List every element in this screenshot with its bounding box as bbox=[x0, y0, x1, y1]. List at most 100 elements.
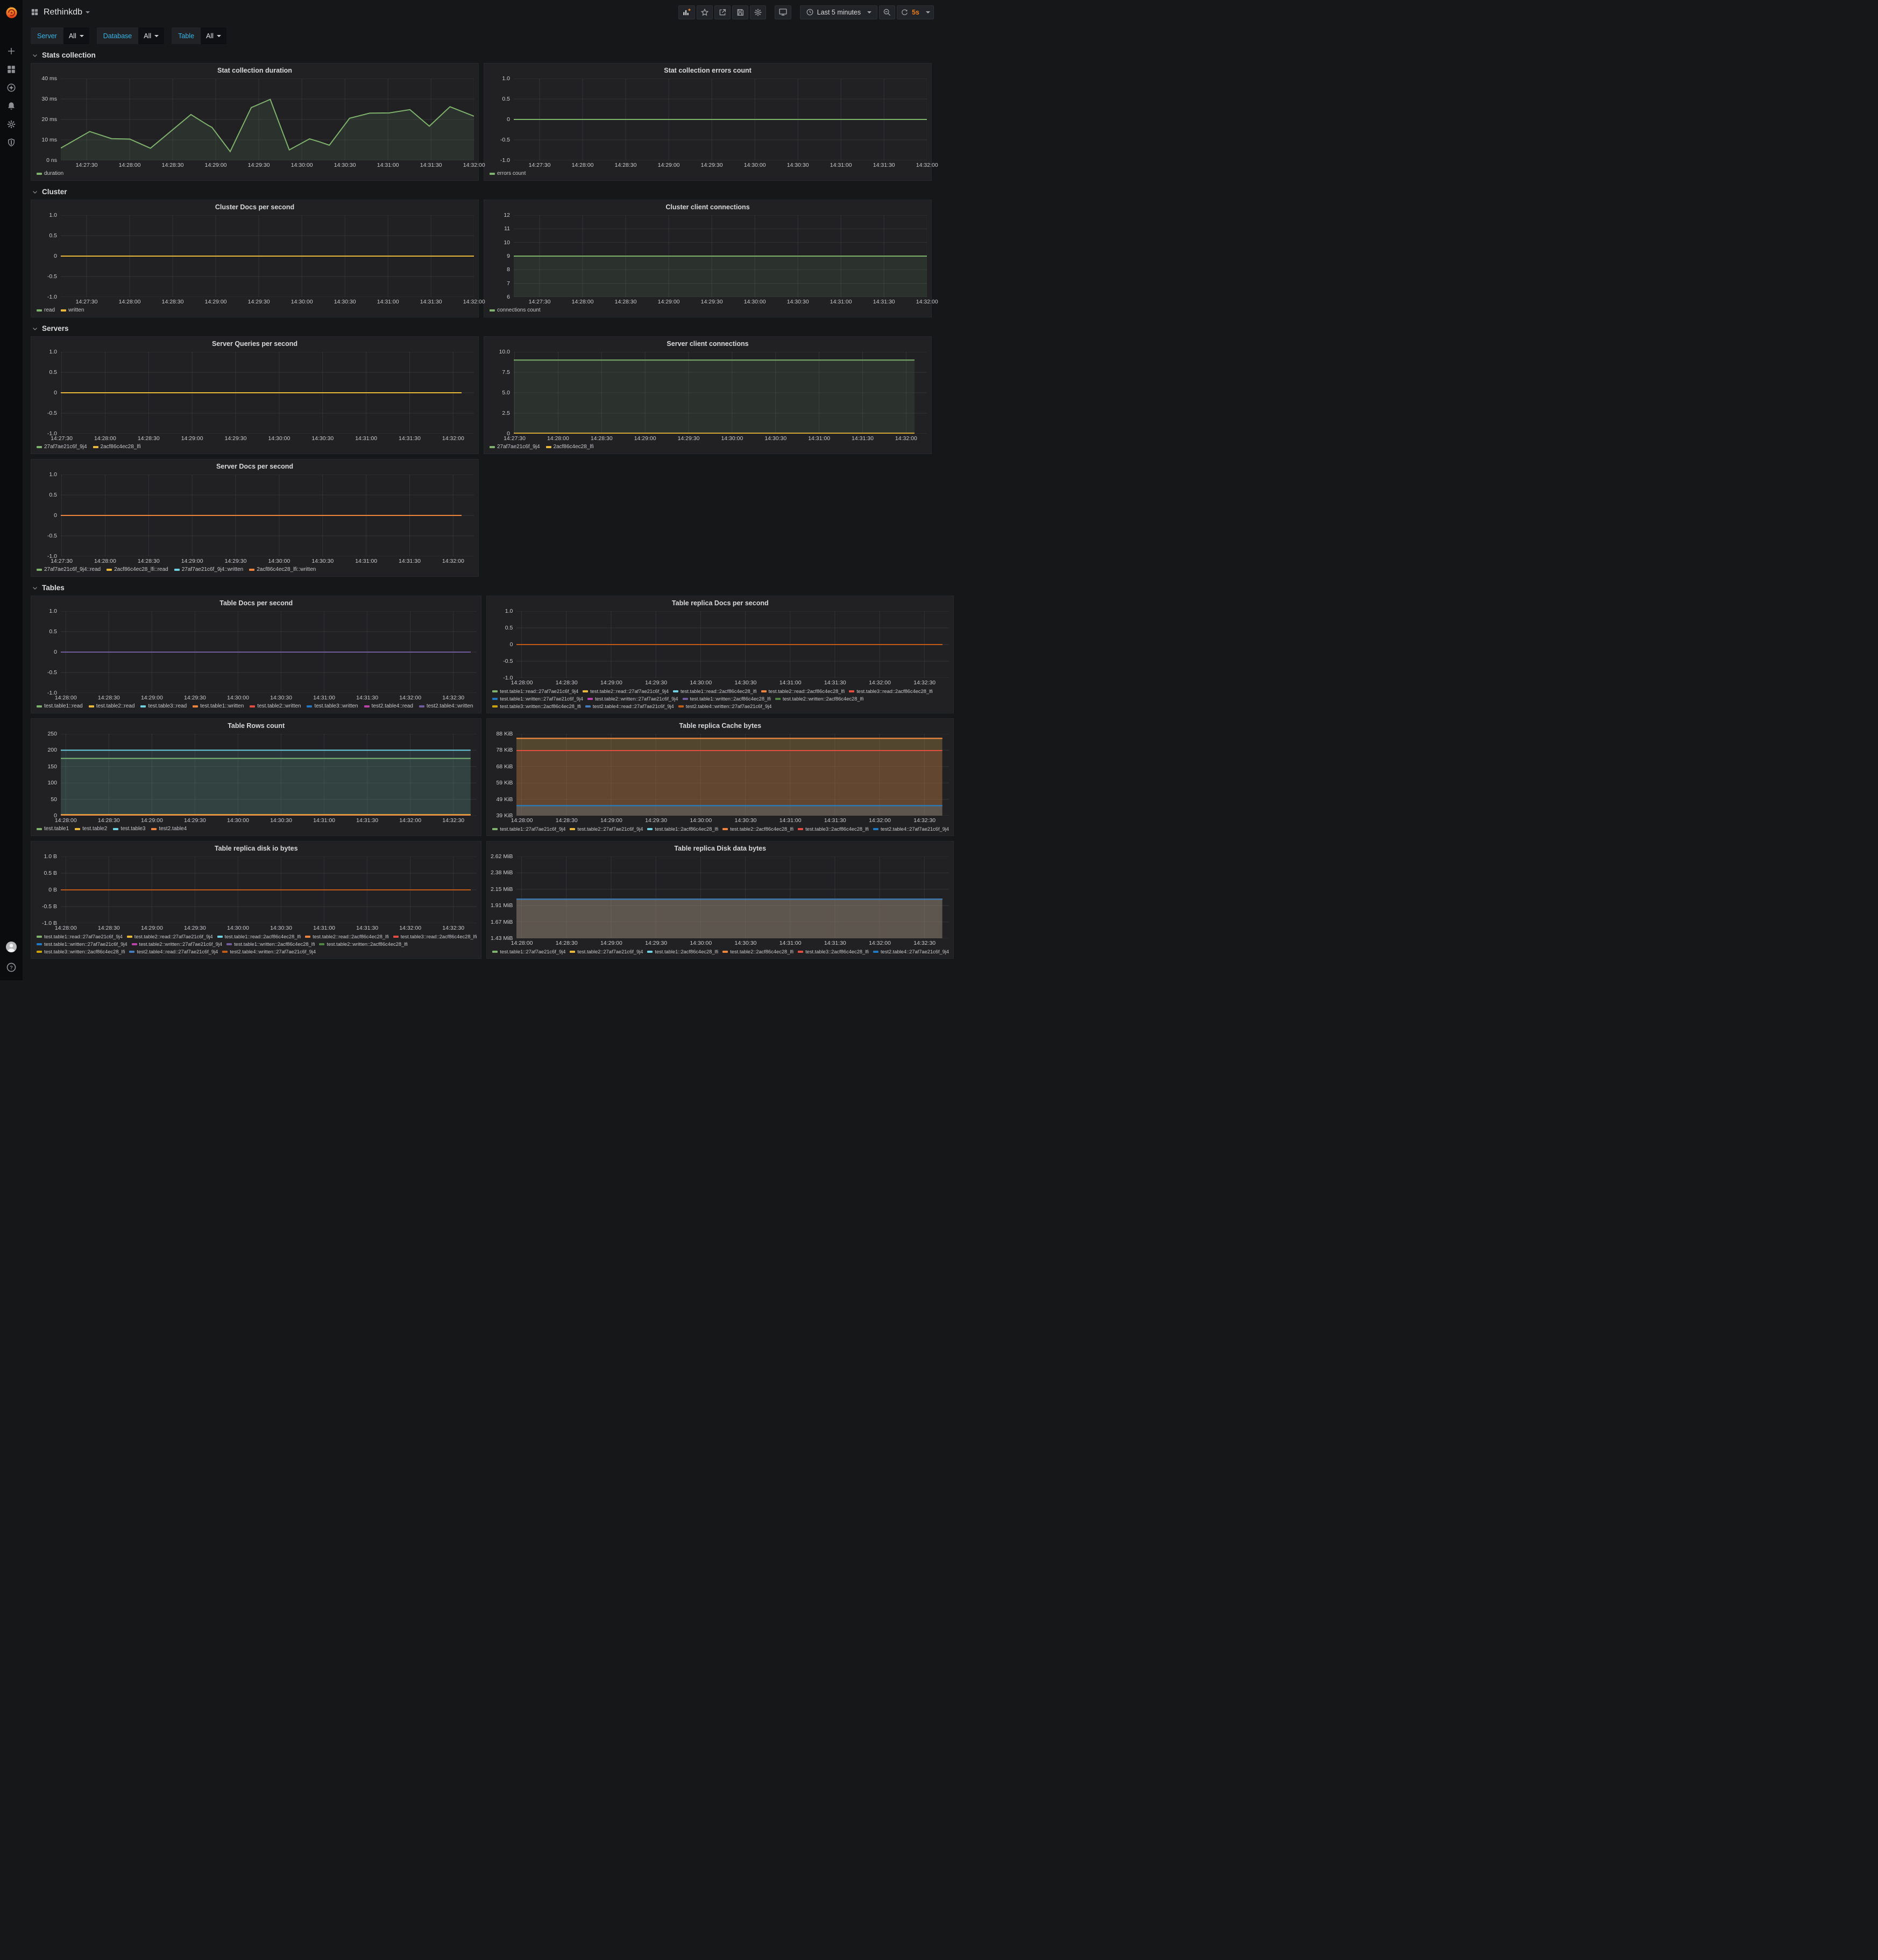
panel-title[interactable]: Table Docs per second bbox=[219, 599, 293, 607]
legend-item[interactable]: test.table1::written::2acf86c4ec28_lfi bbox=[682, 695, 771, 703]
time-range-picker[interactable]: Last 5 minutes bbox=[799, 5, 878, 19]
legend-item[interactable]: test.table2::written::27af7ae21c6f_9j4 bbox=[587, 695, 678, 703]
server-admin-shield-icon[interactable] bbox=[5, 137, 17, 148]
legend-item[interactable]: test.table3::read::2acf86c4ec28_lfi bbox=[393, 933, 477, 940]
refresh-button[interactable]: 5s bbox=[897, 5, 934, 19]
legend-item[interactable]: test.table2::read::2acf86c4ec28_lfi bbox=[305, 933, 389, 940]
legend-item[interactable]: test2.table4::27af7ae21c6f_9j4 bbox=[873, 825, 949, 833]
panel-title[interactable]: Table replica Cache bytes bbox=[679, 722, 762, 730]
plot-area[interactable] bbox=[61, 734, 477, 816]
legend-item[interactable]: test.table2::read::27af7ae21c6f_9j4 bbox=[126, 933, 213, 940]
legend-item[interactable]: test.table2::read::2acf86c4ec28_lfi bbox=[761, 688, 845, 695]
section-header-servers[interactable]: Servers bbox=[32, 324, 932, 332]
plot-area[interactable] bbox=[61, 475, 474, 556]
panel-title[interactable]: Stat collection errors count bbox=[664, 67, 752, 74]
legend-item[interactable]: test.table3::written::2acf86c4ec28_lfi bbox=[37, 948, 125, 956]
legend-item[interactable]: test.table2::2acf86c4ec28_lfi bbox=[722, 948, 793, 956]
legend-item[interactable]: duration bbox=[37, 170, 63, 178]
title-caret-icon[interactable] bbox=[86, 11, 90, 13]
legend-item[interactable]: 27af7ae21c6f_9j4::written bbox=[174, 566, 243, 574]
share-dashboard-button[interactable] bbox=[714, 5, 731, 19]
legend-item[interactable]: 2acf86c4ec28_lfi bbox=[545, 443, 594, 451]
plot-area[interactable] bbox=[516, 857, 949, 938]
legend-item[interactable]: test.table2 bbox=[75, 825, 107, 833]
legend-item[interactable]: test2.table4::written::27af7ae21c6f_9j4 bbox=[678, 703, 771, 710]
filter-value-dropdown[interactable]: All bbox=[63, 27, 89, 44]
panel-title[interactable]: Table replica Docs per second bbox=[671, 599, 769, 607]
panel-title[interactable]: Table replica disk io bytes bbox=[214, 845, 298, 852]
section-header-tables[interactable]: Tables bbox=[32, 584, 932, 592]
legend-item[interactable]: read bbox=[37, 307, 55, 314]
legend-item[interactable]: test.table1::2acf86c4ec28_lfi bbox=[647, 948, 718, 956]
section-header-cluster[interactable]: Cluster bbox=[32, 188, 932, 196]
cycle-view-monitor-button[interactable] bbox=[774, 5, 791, 19]
legend-item[interactable]: 27af7ae21c6f_9j4 bbox=[490, 443, 540, 451]
legend-item[interactable]: test.table1::27af7ae21c6f_9j4 bbox=[492, 825, 565, 833]
legend-item[interactable]: test.table2::written bbox=[250, 703, 301, 710]
legend-item[interactable]: test.table1::written::27af7ae21c6f_9j4 bbox=[492, 695, 583, 703]
legend-item[interactable]: test.table2::27af7ae21c6f_9j4 bbox=[570, 825, 643, 833]
plot-area[interactable] bbox=[61, 215, 474, 297]
legend-item[interactable]: 2acf86c4ec28_lfi::read bbox=[107, 566, 168, 574]
add-plus-icon[interactable] bbox=[5, 45, 17, 57]
legend-item[interactable]: test.table1::read::27af7ae21c6f_9j4 bbox=[37, 933, 123, 940]
legend-item[interactable]: test.table2::written::2acf86c4ec28_lfi bbox=[775, 695, 863, 703]
legend-item[interactable]: test.table1 bbox=[37, 825, 69, 833]
plot-area[interactable] bbox=[514, 352, 927, 434]
legend-item[interactable]: test.table1::written::2acf86c4ec28_lfi bbox=[226, 940, 315, 948]
legend-item[interactable]: 2acf86c4ec28_lfi::written bbox=[249, 566, 316, 574]
plot-area[interactable] bbox=[61, 352, 474, 434]
legend-item[interactable]: test.table3::read::2acf86c4ec28_lfi bbox=[849, 688, 933, 695]
filter-label[interactable]: Table bbox=[172, 27, 201, 44]
legend-item[interactable]: test.table2::2acf86c4ec28_lfi bbox=[722, 825, 793, 833]
plot-area[interactable] bbox=[61, 79, 474, 160]
filter-label[interactable]: Server bbox=[31, 27, 63, 44]
panel-title[interactable]: Stat collection duration bbox=[217, 67, 292, 74]
legend-item[interactable]: test2.table4::27af7ae21c6f_9j4 bbox=[873, 948, 949, 956]
legend-item[interactable]: test.table1::27af7ae21c6f_9j4 bbox=[492, 948, 565, 956]
legend-item[interactable]: test.table3::read bbox=[140, 703, 187, 710]
filter-value-dropdown[interactable]: All bbox=[138, 27, 165, 44]
legend-item[interactable]: errors count bbox=[490, 170, 526, 178]
legend-item[interactable]: test.table3::written bbox=[307, 703, 358, 710]
plot-area[interactable] bbox=[61, 857, 477, 923]
section-header-stats-collection[interactable]: Stats collection bbox=[32, 51, 932, 59]
legend-item[interactable]: connections count bbox=[490, 307, 541, 314]
plot-area[interactable] bbox=[516, 734, 949, 816]
panel-title[interactable]: Server client connections bbox=[667, 340, 749, 348]
zoom-out-button[interactable] bbox=[879, 5, 896, 19]
plot-area[interactable] bbox=[516, 611, 949, 678]
configuration-gear-icon[interactable] bbox=[5, 118, 17, 130]
legend-item[interactable]: test.table3::2acf86c4ec28_lfi bbox=[798, 825, 869, 833]
legend-item[interactable]: test.table1::read::2acf86c4ec28_lfi bbox=[217, 933, 301, 940]
legend-item[interactable]: test.table2::written::2acf86c4ec28_lfi bbox=[319, 940, 408, 948]
legend-item[interactable]: test.table3 bbox=[113, 825, 145, 833]
legend-item[interactable]: test.table2::read bbox=[88, 703, 134, 710]
legend-item[interactable]: test.table1::2acf86c4ec28_lfi bbox=[647, 825, 718, 833]
legend-item[interactable]: test2.table4::read bbox=[364, 703, 413, 710]
filter-value-dropdown[interactable]: All bbox=[201, 27, 226, 44]
legend-item[interactable]: test2.table4 bbox=[151, 825, 187, 833]
plot-area[interactable] bbox=[61, 611, 477, 693]
legend-item[interactable]: test.table1::written bbox=[193, 703, 244, 710]
legend-item[interactable]: 2acf86c4ec28_lfi bbox=[93, 443, 141, 451]
panel-title[interactable]: Table Rows count bbox=[228, 722, 285, 730]
legend-item[interactable]: test.table2::written::27af7ae21c6f_9j4 bbox=[131, 940, 222, 948]
panel-title[interactable]: Cluster Docs per second bbox=[215, 203, 295, 211]
legend-item[interactable]: test.table1::read bbox=[37, 703, 83, 710]
save-dashboard-button[interactable] bbox=[732, 5, 748, 19]
plot-area[interactable] bbox=[514, 79, 927, 160]
legend-item[interactable]: 27af7ae21c6f_9j4 bbox=[37, 443, 87, 451]
mark-favorite-star-button[interactable] bbox=[696, 5, 713, 19]
legend-item[interactable]: test.table1::read::27af7ae21c6f_9j4 bbox=[492, 688, 578, 695]
legend-item[interactable]: test.table2::read::27af7ae21c6f_9j4 bbox=[583, 688, 669, 695]
filter-label[interactable]: Database bbox=[96, 27, 139, 44]
grafana-logo-icon[interactable] bbox=[0, 0, 23, 24]
panel-title[interactable]: Server Docs per second bbox=[216, 463, 294, 470]
legend-item[interactable]: test.table1::read::2acf86c4ec28_lfi bbox=[672, 688, 757, 695]
legend-item[interactable]: written bbox=[61, 307, 84, 314]
legend-item[interactable]: test.table3::written::2acf86c4ec28_lfi bbox=[492, 703, 581, 710]
user-avatar[interactable] bbox=[4, 939, 19, 954]
panel-title[interactable]: Server Queries per second bbox=[211, 340, 298, 348]
legend-item[interactable]: test.table1::written::27af7ae21c6f_9j4 bbox=[37, 940, 127, 948]
